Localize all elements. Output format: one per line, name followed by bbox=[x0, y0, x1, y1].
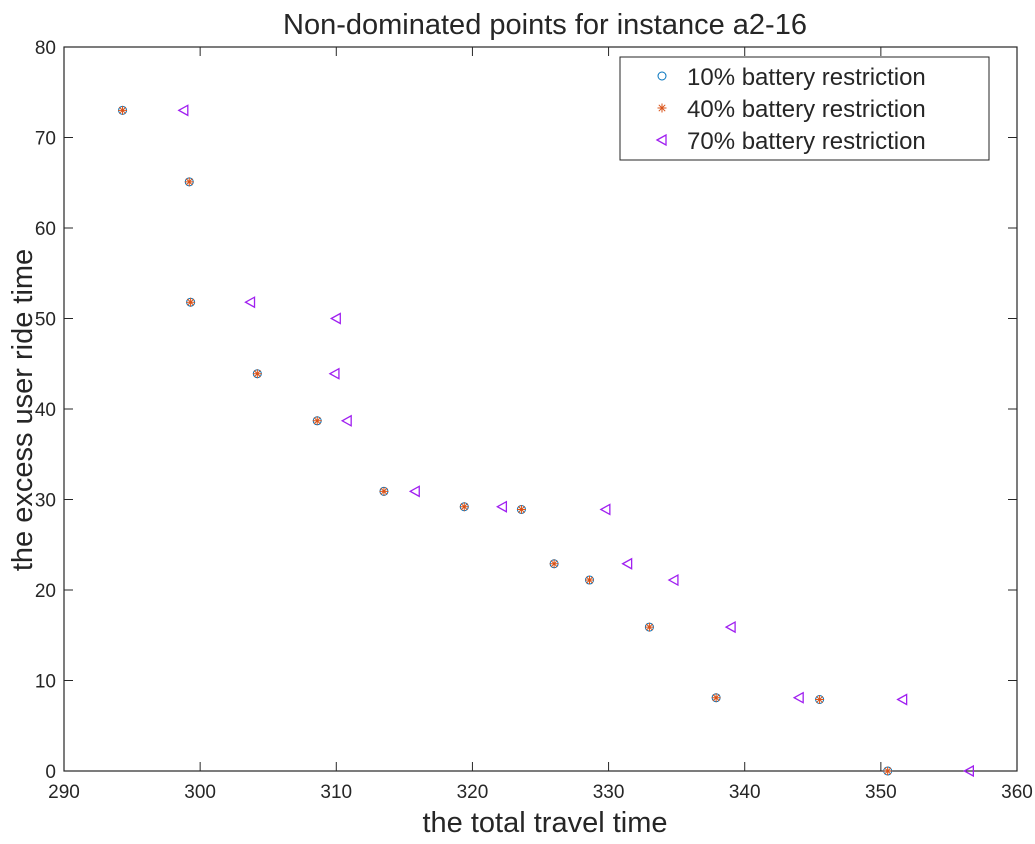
circle-shape bbox=[657, 71, 667, 81]
asterisk-shape bbox=[252, 369, 262, 379]
data-point bbox=[408, 485, 420, 498]
triangle-shape bbox=[244, 296, 256, 309]
asterisk-shape bbox=[459, 502, 469, 512]
data-point bbox=[329, 312, 341, 325]
asterisk-shape bbox=[118, 105, 128, 115]
data-point bbox=[312, 416, 322, 426]
y-tick-label: 20 bbox=[35, 581, 56, 602]
data-point bbox=[328, 367, 340, 380]
triangle-shape bbox=[340, 414, 352, 427]
asterisk-shape bbox=[657, 103, 667, 113]
y-tick-label: 30 bbox=[35, 491, 56, 512]
data-point bbox=[244, 296, 256, 309]
asterisk-shape bbox=[184, 177, 194, 187]
y-tick-label: 40 bbox=[35, 400, 56, 421]
data-point bbox=[177, 104, 189, 117]
asterisk-shape bbox=[516, 504, 526, 514]
data-point bbox=[184, 177, 194, 187]
asterisk-shape bbox=[549, 559, 559, 569]
data-point bbox=[711, 693, 721, 703]
legend-marker bbox=[657, 71, 667, 81]
data-point bbox=[379, 486, 389, 496]
data-point bbox=[667, 573, 679, 587]
data-point bbox=[459, 502, 469, 512]
x-tick-label: 360 bbox=[1001, 782, 1033, 803]
x-tick-label: 350 bbox=[865, 782, 897, 803]
legend-box bbox=[619, 56, 990, 161]
x-axis-label: the total travel time bbox=[423, 807, 668, 839]
x-tick-label: 300 bbox=[184, 782, 216, 803]
data-point bbox=[585, 575, 595, 585]
y-tick-label: 50 bbox=[35, 310, 56, 331]
legend-marker bbox=[657, 103, 667, 113]
series-1 bbox=[118, 105, 893, 776]
legend-label: 10% battery restriction bbox=[687, 64, 926, 91]
data-point bbox=[496, 500, 508, 513]
triangle-shape bbox=[329, 312, 341, 325]
data-point bbox=[724, 621, 736, 634]
x-tick-label: 340 bbox=[729, 782, 761, 803]
x-tick-label: 320 bbox=[457, 782, 489, 803]
triangle-shape bbox=[724, 621, 736, 634]
chart-title: Non-dominated points for instance a2-16 bbox=[283, 9, 807, 41]
triangle-shape bbox=[177, 104, 189, 117]
data-point bbox=[963, 764, 974, 778]
data-point bbox=[599, 503, 611, 516]
data-point bbox=[118, 105, 128, 115]
x-tick-label: 330 bbox=[593, 782, 625, 803]
legend-item: 10% battery restriction bbox=[657, 64, 926, 91]
data-point bbox=[549, 559, 559, 569]
data-point bbox=[516, 504, 526, 514]
y-tick-label: 70 bbox=[35, 129, 56, 150]
asterisk-shape bbox=[711, 693, 721, 703]
legend: 10% battery restriction 40% battery restr… bbox=[619, 56, 990, 161]
series-2 bbox=[118, 105, 893, 776]
y-tick-label: 80 bbox=[35, 38, 56, 59]
data-point bbox=[896, 693, 908, 706]
triangle-shape bbox=[963, 764, 974, 778]
legend-label: 70% battery restriction bbox=[687, 128, 926, 155]
legend-label: 40% battery restriction bbox=[687, 96, 926, 123]
y-tick-label: 60 bbox=[35, 219, 56, 240]
triangle-shape bbox=[667, 573, 679, 587]
triangle-shape bbox=[621, 557, 633, 570]
data-point bbox=[815, 695, 825, 705]
triangle-shape bbox=[655, 133, 667, 147]
legend-item: 40% battery restriction bbox=[657, 96, 926, 123]
data-point bbox=[792, 691, 804, 704]
x-tick-label: 310 bbox=[320, 782, 352, 803]
asterisk-shape bbox=[815, 695, 825, 705]
legend-item: 70% battery restriction bbox=[655, 128, 926, 155]
asterisk-shape bbox=[379, 486, 389, 496]
y-tick-label: 10 bbox=[35, 672, 56, 693]
x-tick-label: 290 bbox=[48, 782, 80, 803]
data-point bbox=[621, 557, 633, 570]
triangle-shape bbox=[328, 367, 340, 380]
triangle-shape bbox=[896, 693, 908, 706]
y-axis-label: the excess user ride time bbox=[7, 249, 39, 571]
triangle-shape bbox=[408, 485, 420, 498]
asterisk-shape bbox=[585, 575, 595, 585]
plot-area: 290 300 310 320 330 340 350 360 0 10 20 30 40 50 60 70 8… bbox=[35, 38, 1033, 803]
series-3 bbox=[177, 104, 974, 778]
y-tick-label: 0 bbox=[45, 762, 56, 783]
triangle-shape bbox=[792, 691, 804, 704]
data-point bbox=[252, 369, 262, 379]
asterisk-shape bbox=[644, 622, 654, 632]
data-point bbox=[883, 766, 893, 776]
asterisk-shape bbox=[186, 297, 196, 307]
asterisk-shape bbox=[883, 766, 893, 776]
legend-marker bbox=[655, 133, 667, 147]
asterisk-shape bbox=[312, 416, 322, 426]
data-point bbox=[340, 414, 352, 427]
triangle-shape bbox=[496, 500, 508, 513]
data-point bbox=[186, 297, 196, 307]
data-point bbox=[644, 622, 654, 632]
triangle-shape bbox=[599, 503, 611, 516]
